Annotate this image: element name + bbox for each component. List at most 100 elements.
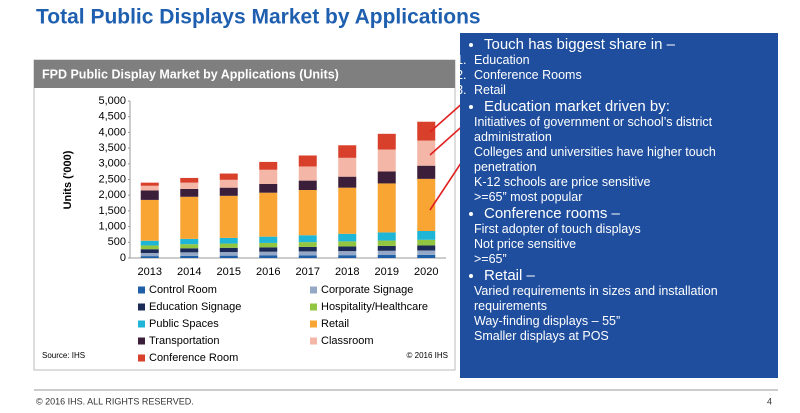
sub-list: Varied requirements in sizes and install… (470, 284, 770, 344)
bar-segment (140, 240, 159, 246)
y-tick-label: 2,500 (98, 173, 126, 185)
sub-bullet: Initiatives of government or school’s di… (470, 115, 770, 145)
bar-segment (377, 240, 396, 246)
bar-segment (180, 188, 199, 197)
bar-segment (377, 171, 396, 184)
bar-segment (417, 178, 436, 231)
bar-segment (377, 250, 396, 256)
sub-bullet: First adopter of touch displays (470, 222, 770, 237)
bar-segment (259, 161, 278, 170)
bar-segment (338, 241, 357, 247)
bar-segment (140, 252, 159, 257)
legend-label: Education Signage (149, 301, 241, 313)
bar-segment (180, 182, 199, 189)
copyright: © 2016 IHS (407, 351, 448, 360)
bar-segment (338, 145, 357, 158)
bar-segment (140, 245, 159, 250)
bar-segment (338, 157, 357, 177)
x-tick-label: 2017 (296, 266, 320, 278)
bar-segment (377, 255, 396, 258)
bar-segment (298, 251, 317, 256)
x-tick-label: 2016 (256, 266, 280, 278)
bar-segment (219, 187, 238, 196)
bar-segment (219, 243, 238, 248)
bar-segment (140, 182, 159, 186)
bar-segment (180, 248, 199, 253)
sub-bullet: Conference Rooms (470, 68, 770, 83)
bar-segment (180, 252, 199, 256)
bar-segment (140, 249, 159, 253)
y-tick-label: 0 (120, 252, 126, 264)
bar-segment (140, 256, 159, 258)
legend-swatch (138, 303, 145, 311)
bar-segment (338, 255, 357, 258)
footer-copyright: © 2016 IHS. ALL RIGHTS RESERVED. (36, 396, 194, 406)
bar-segment (417, 254, 436, 258)
legend-swatch (310, 286, 317, 294)
bar-segment (377, 245, 396, 251)
legend-label: Transportation (149, 335, 220, 347)
legend-label: Conference Room (149, 352, 238, 364)
chart-title: FPD Public Display Market by Application… (42, 67, 339, 81)
bar-segment (298, 155, 317, 167)
y-tick-label: 5,000 (98, 95, 126, 107)
bar-segment (219, 252, 238, 256)
bullet-list: Touch has biggest share in –EducationCon… (470, 36, 770, 344)
y-tick-label: 4,000 (98, 126, 126, 138)
bar-segment (338, 233, 357, 242)
x-tick-label: 2018 (335, 266, 359, 278)
sub-bullet: Colleges and universities have higher to… (470, 145, 770, 175)
y-tick-label: 3,000 (98, 158, 126, 170)
chart-header (34, 60, 455, 88)
bar-segment (259, 183, 278, 193)
x-tick-label: 2019 (375, 266, 399, 278)
bar-segment (298, 235, 317, 243)
bar-segment (259, 192, 278, 237)
legend-swatch (310, 337, 317, 345)
bar-segment (377, 133, 396, 150)
x-tick-label: 2014 (177, 266, 201, 278)
sub-bullet: >=65” (470, 252, 770, 267)
x-tick-label: 2013 (138, 266, 162, 278)
bar-segment (298, 180, 317, 191)
bar-segment (219, 195, 238, 238)
source: Source: IHS (42, 351, 85, 360)
sub-bullet: >=65” most popular (470, 190, 770, 205)
bar-segment (180, 238, 199, 245)
sub-bullet: Smaller displays at POS (470, 329, 770, 344)
bar-segment (298, 246, 317, 252)
sub-bullet: Way-finding displays – 55” (470, 314, 770, 329)
legend-label: Retail (321, 318, 349, 330)
bar-segment (219, 255, 238, 258)
legend-swatch (310, 303, 317, 311)
bullet-heading: Retail – (484, 267, 770, 284)
sub-bullet: Education (470, 53, 770, 68)
bar-segment (180, 196, 199, 239)
legend-swatch (138, 354, 145, 362)
legend-swatch (138, 337, 145, 345)
bar-segment (298, 242, 317, 247)
sub-bullet: Retail (470, 83, 770, 98)
bar-segment (219, 237, 238, 244)
bar-segment (377, 149, 396, 172)
bullet-heading: Conference rooms – (484, 205, 770, 222)
bar-segment (259, 169, 278, 184)
legend-label: Corporate Signage (321, 284, 413, 296)
legend-label: Public Spaces (149, 318, 219, 330)
slide-title: Total Public Displays Market by Applicat… (36, 6, 481, 29)
bar-segment (417, 239, 436, 246)
bar-segment (377, 183, 396, 233)
x-tick-label: 2015 (217, 266, 241, 278)
y-tick-label: 1,500 (98, 205, 126, 217)
bar-segment (219, 179, 238, 188)
bar-segment (377, 232, 396, 241)
bar-segment (219, 247, 238, 253)
sub-bullet: Varied requirements in sizes and install… (470, 284, 770, 314)
legend-label: Control Room (149, 284, 217, 296)
x-tick-label: 2020 (414, 266, 438, 278)
y-tick-label: 2,000 (98, 189, 126, 201)
sub-list: First adopter of touch displaysNot price… (470, 222, 770, 267)
bar-segment (417, 140, 436, 166)
